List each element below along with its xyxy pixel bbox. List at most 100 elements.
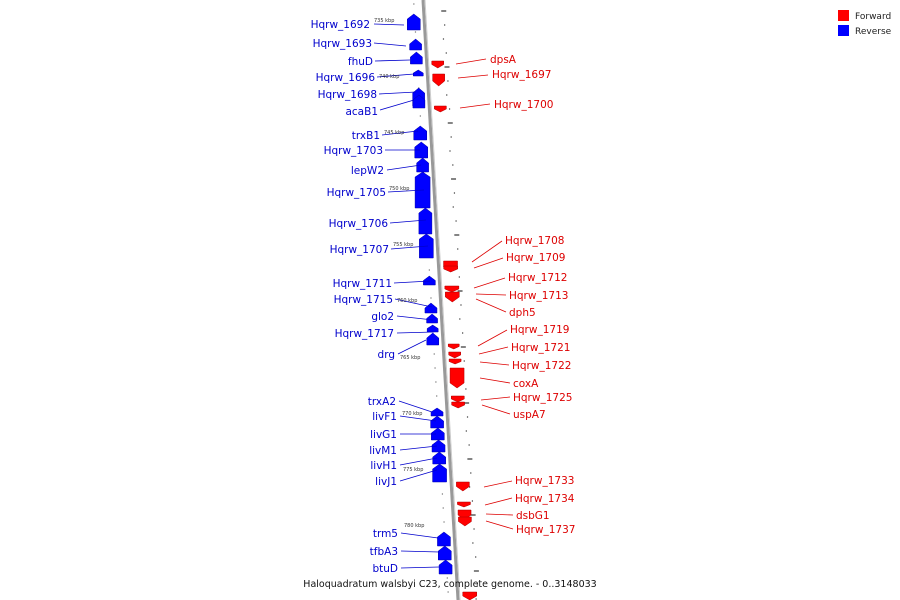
legend-forward-label: Forward xyxy=(855,12,891,22)
reverse-gene-feature[interactable] xyxy=(437,531,451,547)
gene-label-tfba3[interactable]: tfbA3 xyxy=(370,546,398,558)
gene-label-glo2[interactable]: glo2 xyxy=(371,311,394,323)
gene-label-acab1[interactable]: acaB1 xyxy=(345,106,378,118)
scale-label: 735 kbp xyxy=(374,18,394,24)
gene-label-hqrw-1696[interactable]: Hqrw_1696 xyxy=(316,72,376,84)
reverse-gene-feature[interactable] xyxy=(413,125,428,141)
gene-label-hqrw-1717[interactable]: Hqrw_1717 xyxy=(335,328,394,340)
forward-gene-feature[interactable] xyxy=(451,395,465,403)
gene-label-livh1[interactable]: livH1 xyxy=(370,460,397,472)
gene-label-trm5[interactable]: trm5 xyxy=(373,528,398,540)
gene-label-fhud[interactable]: fhuD xyxy=(348,56,373,68)
forward-gene-feature[interactable] xyxy=(462,591,478,600)
reverse-gene-feature[interactable] xyxy=(424,302,438,314)
reverse-label-connector xyxy=(399,469,438,482)
gene-label-uspa7[interactable]: uspA7 xyxy=(513,409,546,421)
gene-label-livj1[interactable]: livJ1 xyxy=(375,476,397,488)
reverse-gene-feature[interactable] xyxy=(438,559,453,575)
forward-label-connector xyxy=(478,346,509,355)
reverse-gene-feature[interactable] xyxy=(410,51,423,65)
reverse-gene-feature[interactable] xyxy=(430,415,444,429)
gene-label-hqrw-1712[interactable]: Hqrw_1712 xyxy=(508,272,567,284)
forward-gene-feature[interactable] xyxy=(447,343,460,350)
gene-label-hqrw-1715[interactable]: Hqrw_1715 xyxy=(334,294,393,306)
reverse-gene-feature[interactable] xyxy=(426,332,440,346)
reverse-gene-feature[interactable] xyxy=(432,451,446,465)
reverse-gene-feature[interactable] xyxy=(409,38,422,51)
gene-label-dsbg1[interactable]: dsbG1 xyxy=(516,510,550,522)
forward-gene-feature[interactable] xyxy=(451,401,465,409)
scale-label: 750 kbp xyxy=(389,186,409,192)
forward-gene-feature[interactable] xyxy=(448,358,462,365)
forward-label-connector xyxy=(473,257,504,269)
gene-label-lepw2[interactable]: lepW2 xyxy=(351,165,384,177)
gene-label-hqrw-1737[interactable]: Hqrw_1737 xyxy=(516,524,575,536)
gene-label-hqrw-1719[interactable]: Hqrw_1719 xyxy=(510,324,569,336)
gene-label-hqrw-1713[interactable]: Hqrw_1713 xyxy=(509,290,568,302)
reverse-label-connector xyxy=(398,400,433,413)
gene-label-drg[interactable]: drg xyxy=(378,349,395,361)
gene-label-trxb1[interactable]: trxB1 xyxy=(352,130,380,142)
reverse-label-connector xyxy=(399,415,437,422)
reverse-gene-feature[interactable] xyxy=(432,463,447,483)
forward-gene-feature[interactable] xyxy=(448,351,461,359)
gene-label-livm1[interactable]: livM1 xyxy=(369,445,397,457)
gene-label-trxa2[interactable]: trxA2 xyxy=(368,396,396,408)
forward-gene-feature[interactable] xyxy=(444,285,460,293)
gene-label-hqrw-1725[interactable]: Hqrw_1725 xyxy=(513,392,572,404)
gene-label-hqrw-1700[interactable]: Hqrw_1700 xyxy=(494,99,553,111)
reverse-gene-feature[interactable] xyxy=(407,13,421,31)
reverse-gene-feature[interactable] xyxy=(416,157,429,173)
gene-label-hqrw-1705[interactable]: Hqrw_1705 xyxy=(327,187,386,199)
reverse-gene-feature[interactable] xyxy=(426,313,438,324)
gene-label-hqrw-1733[interactable]: Hqrw_1733 xyxy=(515,475,574,487)
forward-label-connector xyxy=(479,377,511,384)
reverse-gene-feature[interactable] xyxy=(426,324,439,333)
gene-label-hqrw-1722[interactable]: Hqrw_1722 xyxy=(512,360,571,372)
gene-label-hqrw-1706[interactable]: Hqrw_1706 xyxy=(329,218,389,230)
forward-gene-feature[interactable] xyxy=(431,60,445,69)
reverse-gene-labels: Hqrw_1692 Hqrw_1693 fhuD Hqrw_1696 Hqrw_… xyxy=(311,19,440,575)
scale-label: 740 kbp xyxy=(379,74,399,80)
gene-label-hqrw-1698[interactable]: Hqrw_1698 xyxy=(318,89,377,101)
reverse-gene-feature[interactable] xyxy=(423,275,436,286)
forward-gene-feature[interactable] xyxy=(457,501,471,508)
gene-label-hqrw-1692[interactable]: Hqrw_1692 xyxy=(311,19,370,31)
gene-label-hqrw-1703[interactable]: Hqrw_1703 xyxy=(324,145,383,157)
forward-gene-feature[interactable] xyxy=(449,367,465,389)
gene-label-hqrw-1711[interactable]: Hqrw_1711 xyxy=(333,278,392,290)
gene-label-coxa[interactable]: coxA xyxy=(513,378,539,390)
legend-reverse-swatch xyxy=(838,25,849,36)
reverse-label-connector xyxy=(396,315,434,321)
gene-label-hqrw-1734[interactable]: Hqrw_1734 xyxy=(515,493,575,505)
forward-gene-feature[interactable] xyxy=(456,481,470,492)
reverse-gene-feature[interactable] xyxy=(438,545,452,561)
gene-label-livg1[interactable]: livG1 xyxy=(370,429,397,441)
gene-label-hqrw-1707[interactable]: Hqrw_1707 xyxy=(330,244,389,256)
reverse-gene-feature[interactable] xyxy=(412,94,426,109)
forward-label-connector xyxy=(455,58,487,65)
gene-label-hqrw-1693[interactable]: Hqrw_1693 xyxy=(313,38,372,50)
gene-label-livf1[interactable]: livF1 xyxy=(372,411,397,423)
forward-gene-feature[interactable] xyxy=(434,105,447,113)
forward-gene-feature[interactable] xyxy=(443,265,458,273)
gene-label-hqrw-1721[interactable]: Hqrw_1721 xyxy=(511,342,570,354)
gene-label-hqrw-1708[interactable]: Hqrw_1708 xyxy=(505,235,564,247)
scale-label: 780 kbp xyxy=(404,523,424,529)
reverse-gene-feature[interactable] xyxy=(413,69,424,77)
gene-label-btud[interactable]: btuD xyxy=(372,563,398,575)
forward-gene-feature[interactable] xyxy=(432,73,445,87)
reverse-label-connector xyxy=(400,532,439,539)
gene-label-dph5[interactable]: dph5 xyxy=(509,307,536,319)
reverse-gene-feature[interactable] xyxy=(414,141,428,159)
forward-gene-feature[interactable] xyxy=(445,291,460,303)
reverse-gene-feature[interactable] xyxy=(430,407,444,417)
forward-gene-feature[interactable] xyxy=(458,516,472,527)
forward-label-connector xyxy=(481,404,511,415)
gene-label-dpsa[interactable]: dpsA xyxy=(490,54,517,66)
reverse-label-connector xyxy=(379,99,415,111)
reverse-gene-feature[interactable] xyxy=(418,207,433,235)
gene-label-hqrw-1709[interactable]: Hqrw_1709 xyxy=(506,252,565,264)
gene-label-hqrw-1697[interactable]: Hqrw_1697 xyxy=(492,69,551,81)
